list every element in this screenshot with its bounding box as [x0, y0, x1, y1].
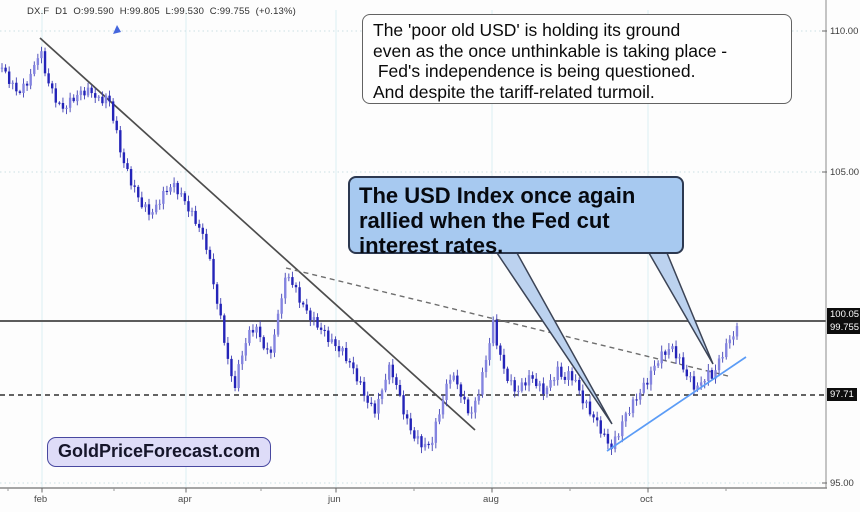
- tail-to-september-low: [495, 252, 613, 425]
- x-axis-label: jun: [328, 494, 341, 505]
- last-price-badge: 99.755: [827, 321, 860, 334]
- axis-frame: [0, 0, 827, 493]
- callout-line: The USD Index once again: [359, 183, 636, 208]
- text-annotation-box: The 'poor old USD' is holding its ground…: [362, 14, 792, 104]
- annotation-line: Fed's independence is being questioned.: [373, 61, 696, 81]
- y-axis-label: 95.00: [830, 477, 854, 489]
- watermark-label: GoldPriceForecast.com: [47, 437, 272, 467]
- callout-annotation-box: The USD Index once again rallied when th…: [348, 176, 684, 258]
- trendline-secondary-downtrend: [285, 267, 729, 377]
- x-axis-label: apr: [178, 494, 192, 505]
- callout-line: rallied when the Fed cut: [359, 208, 610, 233]
- y-axis-label: 105.00: [830, 166, 860, 178]
- annotation-line: And despite the tariff-related turmoil.: [373, 81, 655, 102]
- trendline-rising-support: [606, 356, 747, 452]
- candlestick-series: [0, 46, 739, 455]
- y-axis-label: 110.00: [830, 25, 859, 37]
- x-axis-label: oct: [640, 494, 653, 505]
- cursor-icon: [113, 25, 121, 34]
- price-level-badge: 100.05: [827, 308, 860, 321]
- x-axis-label: aug: [483, 494, 499, 505]
- tail-to-october-rally: [647, 252, 714, 365]
- annotation-line: even as the once unthinkable is taking p…: [373, 40, 728, 61]
- price-level-badge: 97.71: [827, 388, 857, 401]
- x-axis-label: feb: [34, 494, 48, 505]
- callout-tails: [495, 252, 714, 425]
- instrument-ohlc-readout: DX.F D1 O:99.590 H:99.805 L:99.530 C:99.…: [27, 6, 297, 17]
- callout-line: interest rates.: [359, 233, 504, 258]
- annotation-line: The 'poor old USD' is holding its ground: [373, 20, 681, 40]
